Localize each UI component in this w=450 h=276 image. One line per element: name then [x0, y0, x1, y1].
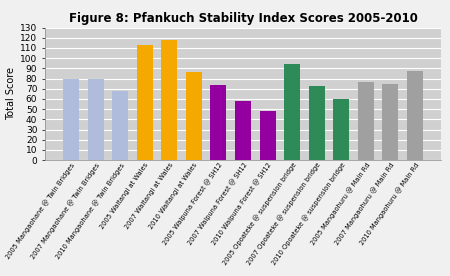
Y-axis label: Total Score: Total Score	[6, 67, 16, 120]
Bar	[88, 79, 104, 160]
Bar	[309, 86, 325, 160]
Bar	[407, 71, 423, 160]
Bar	[112, 91, 128, 160]
Bar	[235, 101, 251, 160]
Bar	[186, 72, 202, 160]
Bar	[284, 64, 300, 160]
Bar	[260, 111, 275, 160]
Bar	[382, 84, 398, 160]
Title: Figure 8: Pfankuch Stability Index Scores 2005-2010: Figure 8: Pfankuch Stability Index Score…	[68, 12, 418, 25]
Bar	[161, 40, 177, 160]
Bar	[63, 79, 79, 160]
Bar	[358, 82, 374, 160]
Bar	[137, 45, 153, 160]
Bar	[333, 99, 349, 160]
Bar	[211, 85, 226, 160]
